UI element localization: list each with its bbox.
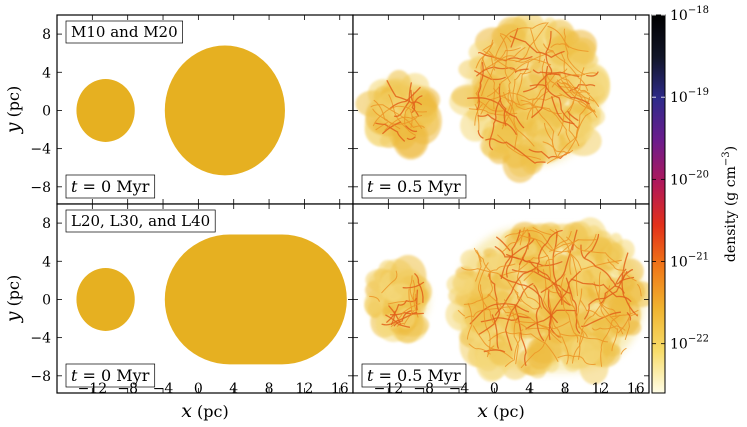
small-cloud xyxy=(355,69,442,160)
y-tick-label: 4 xyxy=(42,254,51,270)
x-tick-label: −8 xyxy=(413,381,434,397)
x-axis-label: x (pc) xyxy=(181,400,229,422)
panel-label-text: M10 and M20 xyxy=(71,23,178,41)
colorbar: 10−18 10−19 10−20 10−21 10−22 density (g cm−3… xyxy=(651,5,739,394)
time-label-text: t = 0.5 Myr xyxy=(367,177,461,196)
x-tick-label: 8 xyxy=(561,381,570,397)
x-tick-label: −12 xyxy=(78,381,108,397)
time-label: t = 0.5 Myr xyxy=(361,363,467,388)
time-label: t = 0 Myr xyxy=(65,174,156,199)
x-tick-label: 8 xyxy=(265,381,274,397)
large-cloud xyxy=(449,15,611,183)
y-axis-label: y (pc) xyxy=(2,275,24,324)
time-label-text: t = 0 Myr xyxy=(71,366,150,385)
x-tick-label: 12 xyxy=(295,381,313,397)
time-label-text: t = 0.5 Myr xyxy=(367,366,461,385)
y-tick-label: 8 xyxy=(42,27,51,43)
panel-label: M10 and M20 xyxy=(65,20,183,44)
x-tick-label: 16 xyxy=(331,381,349,397)
panel-label: L20, L30, and L40 xyxy=(65,209,216,233)
large-cloud xyxy=(164,45,285,176)
colorbar-tick-label: 10−21 xyxy=(670,252,709,271)
y-tick-label: −8 xyxy=(30,180,51,196)
large-cloud xyxy=(164,234,347,365)
colorbar-tick-label: 10−19 xyxy=(670,87,709,106)
x-tick-label: 12 xyxy=(591,381,609,397)
x-tick-label: 4 xyxy=(525,381,534,397)
colorbar-tick-label: 10−22 xyxy=(670,334,709,353)
y-axis-label: y (pc) xyxy=(2,86,24,135)
time-label-text: t = 0 Myr xyxy=(71,177,150,196)
x-tick-label: 0 xyxy=(194,381,203,397)
axes: −12 −8 −4 0 4 8 12 16 −12 −8 −4 0 4 8 12 16 8 4 0 −4 −8 8 4 0 −4… xyxy=(2,27,645,422)
panel-label-text: L20, L30, and L40 xyxy=(71,212,210,230)
large-cloud xyxy=(445,217,649,385)
x-axis-label: x (pc) xyxy=(477,400,525,422)
time-label: t = 0 Myr xyxy=(65,363,156,388)
small-cloud xyxy=(364,254,432,344)
y-tick-label: 8 xyxy=(42,216,51,232)
y-tick-label: −4 xyxy=(30,331,51,347)
x-tick-label: −4 xyxy=(449,381,470,397)
x-tick-label: −4 xyxy=(153,381,174,397)
colorbar-tick-label: 10−18 xyxy=(670,5,709,24)
panels: M10 and M20 t = 0 Myr t = 0.5 Myr L20, L30,… xyxy=(56,14,650,394)
colorbar-label: density (g cm−3) xyxy=(721,146,739,262)
y-tick-label: 4 xyxy=(42,65,51,81)
x-tick-label: −12 xyxy=(374,381,404,397)
small-cloud xyxy=(76,78,135,142)
colorbar-tick-label: 10−20 xyxy=(670,169,709,188)
panel-top-left: M10 and M20 t = 0 Myr xyxy=(56,14,354,205)
colorbar-gradient xyxy=(651,14,666,394)
panel-top-right: t = 0.5 Myr xyxy=(352,14,650,205)
panel-bottom-left: L20, L30, and L40 t = 0 Myr xyxy=(56,203,354,394)
y-tick-label: 0 xyxy=(42,292,51,308)
x-tick-label: 0 xyxy=(490,381,499,397)
y-tick-label: −8 xyxy=(30,369,51,385)
small-cloud xyxy=(76,267,135,331)
x-tick-label: 4 xyxy=(229,381,238,397)
time-label: t = 0.5 Myr xyxy=(361,174,467,199)
panel-bottom-right: t = 0.5 Myr xyxy=(352,203,650,394)
y-tick-label: −4 xyxy=(30,142,51,158)
x-tick-label: 16 xyxy=(627,381,645,397)
x-tick-label: −8 xyxy=(117,381,138,397)
y-tick-label: 0 xyxy=(42,103,51,119)
